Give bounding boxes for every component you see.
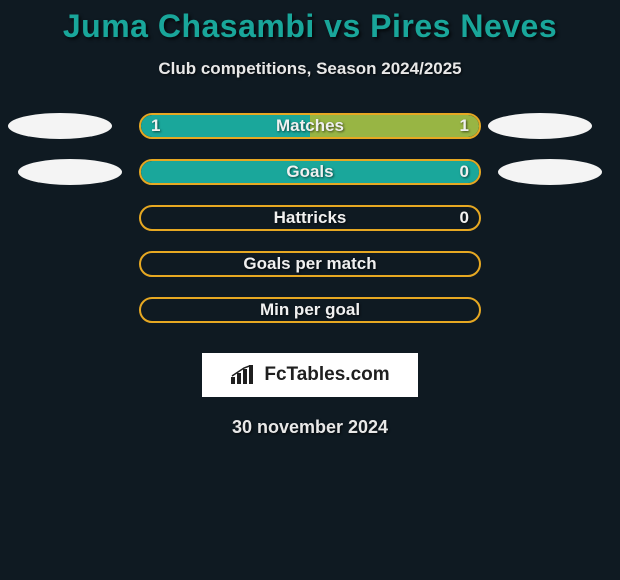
left-ellipse xyxy=(8,113,112,139)
stat-row: Goals0 xyxy=(0,159,620,185)
stat-value-right: 1 xyxy=(460,115,469,137)
stat-label: Min per goal xyxy=(141,299,479,321)
stat-row: Goals per match xyxy=(0,251,620,277)
right-ellipse xyxy=(488,113,592,139)
right-ellipse xyxy=(498,159,602,185)
logo-box: FcTables.com xyxy=(202,353,418,397)
stats-rows: Matches11Goals0Hattricks0Goals per match… xyxy=(0,113,620,323)
stat-row: Min per goal xyxy=(0,297,620,323)
stat-bar: Matches11 xyxy=(139,113,481,139)
stat-value-right: 0 xyxy=(460,161,469,183)
bar-chart-logo-icon xyxy=(230,365,258,385)
bar-left-fill xyxy=(141,115,310,137)
stat-value-right: 0 xyxy=(460,207,469,229)
logo-text: FcTables.com xyxy=(264,364,389,386)
subtitle: Club competitions, Season 2024/2025 xyxy=(0,59,620,79)
stat-bar: Min per goal xyxy=(139,297,481,323)
left-ellipse xyxy=(18,159,122,185)
page-title: Juma Chasambi vs Pires Neves xyxy=(0,8,620,45)
stat-label: Goals per match xyxy=(141,253,479,275)
bar-left-fill xyxy=(141,161,479,183)
bar-right-fill xyxy=(310,115,479,137)
stat-value-left: 1 xyxy=(151,115,160,137)
stat-bar: Goals per match xyxy=(139,251,481,277)
stat-bar: Goals0 xyxy=(139,159,481,185)
stat-row: Matches11 xyxy=(0,113,620,139)
date-text: 30 november 2024 xyxy=(0,417,620,438)
stat-bar: Hattricks0 xyxy=(139,205,481,231)
stat-row: Hattricks0 xyxy=(0,205,620,231)
stat-label: Hattricks xyxy=(141,207,479,229)
comparison-infographic: Juma Chasambi vs Pires Neves Club compet… xyxy=(0,0,620,580)
